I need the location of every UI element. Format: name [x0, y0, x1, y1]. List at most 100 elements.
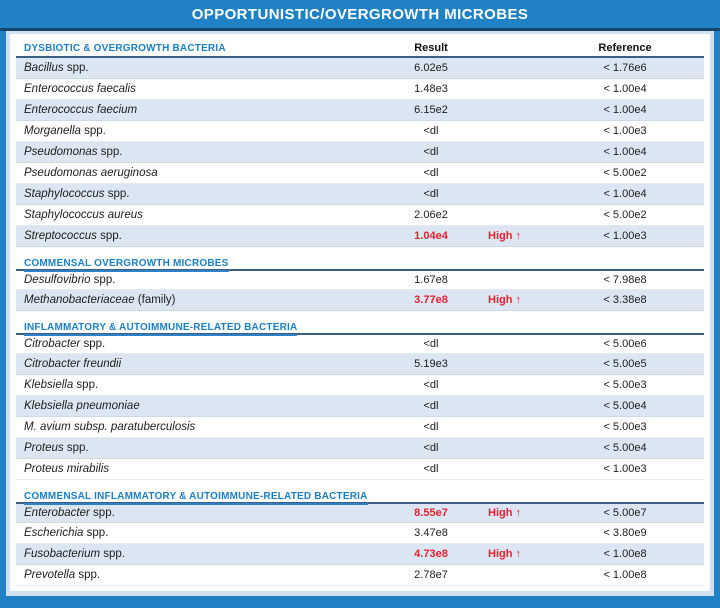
- column-header-result: Result: [414, 42, 448, 54]
- result-value: 1.48e3: [414, 83, 448, 95]
- result-value: 8.55e7: [414, 507, 448, 519]
- result-value: 6.15e2: [414, 104, 448, 116]
- reference-value: < 7.98e8: [603, 274, 647, 286]
- microbe-name: Staphylococcus aureus: [24, 209, 143, 221]
- microbe-name: Enterococcus faecalis: [24, 83, 136, 95]
- microbe-name: Staphylococcus spp.: [24, 188, 130, 200]
- reference-value: < 1.00e3: [603, 230, 647, 242]
- table-row: Citrobacter spp. <dl < 5.00e6: [16, 333, 704, 354]
- microbe-name: Streptococcus spp.: [24, 230, 122, 242]
- high-flag: High ↑: [488, 294, 521, 306]
- microbe-name: Escherichia spp.: [24, 527, 109, 539]
- section-header-inflammatory: INFLAMMATORY & AUTOIMMUNE-RELATED BACTER…: [16, 311, 704, 336]
- column-header-reference: Reference: [598, 42, 652, 54]
- table-row: Proteus mirabilis <dl < 1.00e3: [16, 459, 704, 480]
- microbe-name: Citrobacter freundii: [24, 358, 122, 370]
- table-row: Bacillus spp. 6.02e5 < 1.76e6: [16, 58, 704, 79]
- section-header-commensal-inflammatory: COMMENSAL INFLAMMATORY & AUTOIMMUNE-RELA…: [16, 480, 704, 505]
- reference-value: < 5.00e2: [603, 209, 647, 221]
- result-value: 2.06e2: [414, 209, 448, 221]
- result-value: 5.19e3: [414, 358, 448, 370]
- microbe-name: Klebsiella spp.: [24, 379, 99, 391]
- result-value: 3.77e8: [414, 294, 448, 306]
- table-row: Desulfovibrio spp. 1.67e8 < 7.98e8: [16, 269, 704, 290]
- report-title-bar: OPPORTUNISTIC/OVERGROWTH MICROBES: [0, 0, 720, 28]
- reference-value: < 1.00e3: [603, 125, 647, 137]
- reference-value: < 3.38e8: [603, 294, 647, 306]
- microbe-name: Prevotella spp.: [24, 569, 101, 581]
- table-row: Prevotella spp. 2.78e7 < 1.00e8: [16, 565, 704, 586]
- section-header-commensal-overgrowth: COMMENSAL OVERGROWTH MICROBES: [16, 247, 704, 272]
- table-row: Staphylococcus spp. <dl < 1.00e4: [16, 184, 704, 205]
- high-flag: High ↑: [488, 507, 521, 519]
- result-value: <dl: [423, 167, 439, 179]
- reference-value: < 5.00e6: [603, 338, 647, 350]
- reference-value: < 1.00e4: [603, 146, 647, 158]
- table-row: Proteus spp. <dl < 5.00e4: [16, 438, 704, 459]
- result-value: <dl: [423, 442, 439, 454]
- table-row: M. avium subsp. paratuberculosis <dl < 5…: [16, 417, 704, 438]
- microbe-name: Proteus spp.: [24, 442, 89, 454]
- reference-value: < 1.00e4: [603, 83, 647, 95]
- table-row: Methanobacteriaceae (family) 3.77e8 High…: [16, 290, 704, 311]
- result-value: <dl: [423, 463, 439, 475]
- table-row: Pseudomonas aeruginosa <dl < 5.00e2: [16, 163, 704, 184]
- result-value: <dl: [423, 421, 439, 433]
- reference-value: < 5.00e5: [603, 358, 647, 370]
- reference-value: < 1.00e8: [603, 569, 647, 581]
- table-row: Streptococcus spp. 1.04e4 High ↑ < 1.00e…: [16, 226, 704, 247]
- reference-value: < 1.00e4: [603, 188, 647, 200]
- result-value: 1.04e4: [414, 230, 448, 242]
- section-header-dysbiotic: DYSBIOTIC & OVERGROWTH BACTERIA: [24, 43, 226, 54]
- microbe-name: Pseudomonas spp.: [24, 146, 123, 158]
- table-row: Enterococcus faecium 6.15e2 < 1.00e4: [16, 100, 704, 121]
- result-value: <dl: [423, 400, 439, 412]
- high-flag: High ↑: [488, 548, 521, 560]
- reference-value: < 5.00e3: [603, 379, 647, 391]
- reference-value: < 3.80e9: [603, 527, 647, 539]
- result-value: 4.73e8: [414, 548, 448, 560]
- report-title: OPPORTUNISTIC/OVERGROWTH MICROBES: [191, 5, 529, 23]
- microbe-name: Enterobacter spp.: [24, 507, 115, 519]
- reference-value: < 1.00e8: [603, 548, 647, 560]
- result-value: <dl: [423, 379, 439, 391]
- result-value: <dl: [423, 125, 439, 137]
- microbe-name: M. avium subsp. paratuberculosis: [24, 421, 196, 433]
- result-value: <dl: [423, 338, 439, 350]
- high-flag: High ↑: [488, 230, 521, 242]
- result-value: 6.02e5: [414, 62, 448, 74]
- table-row: Fusobacterium spp. 4.73e8 High ↑ < 1.00e…: [16, 544, 704, 565]
- reference-value: < 5.00e2: [603, 167, 647, 179]
- microbe-name: Proteus mirabilis: [24, 463, 109, 475]
- page-border: DYSBIOTIC & OVERGROWTH BACTERIA Result R…: [6, 31, 714, 596]
- reference-value: < 5.00e4: [603, 442, 647, 454]
- result-value: <dl: [423, 146, 439, 158]
- reference-value: < 1.00e4: [603, 104, 647, 116]
- title-divider: [0, 28, 720, 31]
- result-value: 1.67e8: [414, 274, 448, 286]
- result-value: <dl: [423, 188, 439, 200]
- reference-value: < 5.00e7: [603, 507, 647, 519]
- result-value: 2.78e7: [414, 569, 448, 581]
- microbe-name: Pseudomonas aeruginosa: [24, 167, 158, 179]
- table-row: Morganella spp. <dl < 1.00e3: [16, 121, 704, 142]
- microbe-name: Klebsiella pneumoniae: [24, 400, 140, 412]
- table-panel: DYSBIOTIC & OVERGROWTH BACTERIA Result R…: [10, 34, 710, 591]
- microbe-name: Methanobacteriaceae (family): [24, 294, 176, 306]
- table-row: Escherichia spp. 3.47e8 < 3.80e9: [16, 523, 704, 544]
- table-row: Klebsiella spp. <dl < 5.00e3: [16, 375, 704, 396]
- table-row: Pseudomonas spp. <dl < 1.00e4: [16, 142, 704, 163]
- table-row: Staphylococcus aureus 2.06e2 < 5.00e2: [16, 205, 704, 226]
- table-row: Citrobacter freundii 5.19e3 < 5.00e5: [16, 354, 704, 375]
- table-row: Klebsiella pneumoniae <dl < 5.00e4: [16, 396, 704, 417]
- microbe-name: Bacillus spp.: [24, 62, 89, 74]
- microbe-name: Morganella spp.: [24, 125, 106, 137]
- microbe-name: Fusobacterium spp.: [24, 548, 125, 560]
- table-row: Enterococcus faecalis 1.48e3 < 1.00e4: [16, 79, 704, 100]
- microbe-name: Desulfovibrio spp.: [24, 274, 116, 286]
- reference-value: < 1.76e6: [603, 62, 647, 74]
- reference-value: < 5.00e3: [603, 421, 647, 433]
- table-header-row: DYSBIOTIC & OVERGROWTH BACTERIA Result R…: [16, 37, 704, 58]
- result-value: 3.47e8: [414, 527, 448, 539]
